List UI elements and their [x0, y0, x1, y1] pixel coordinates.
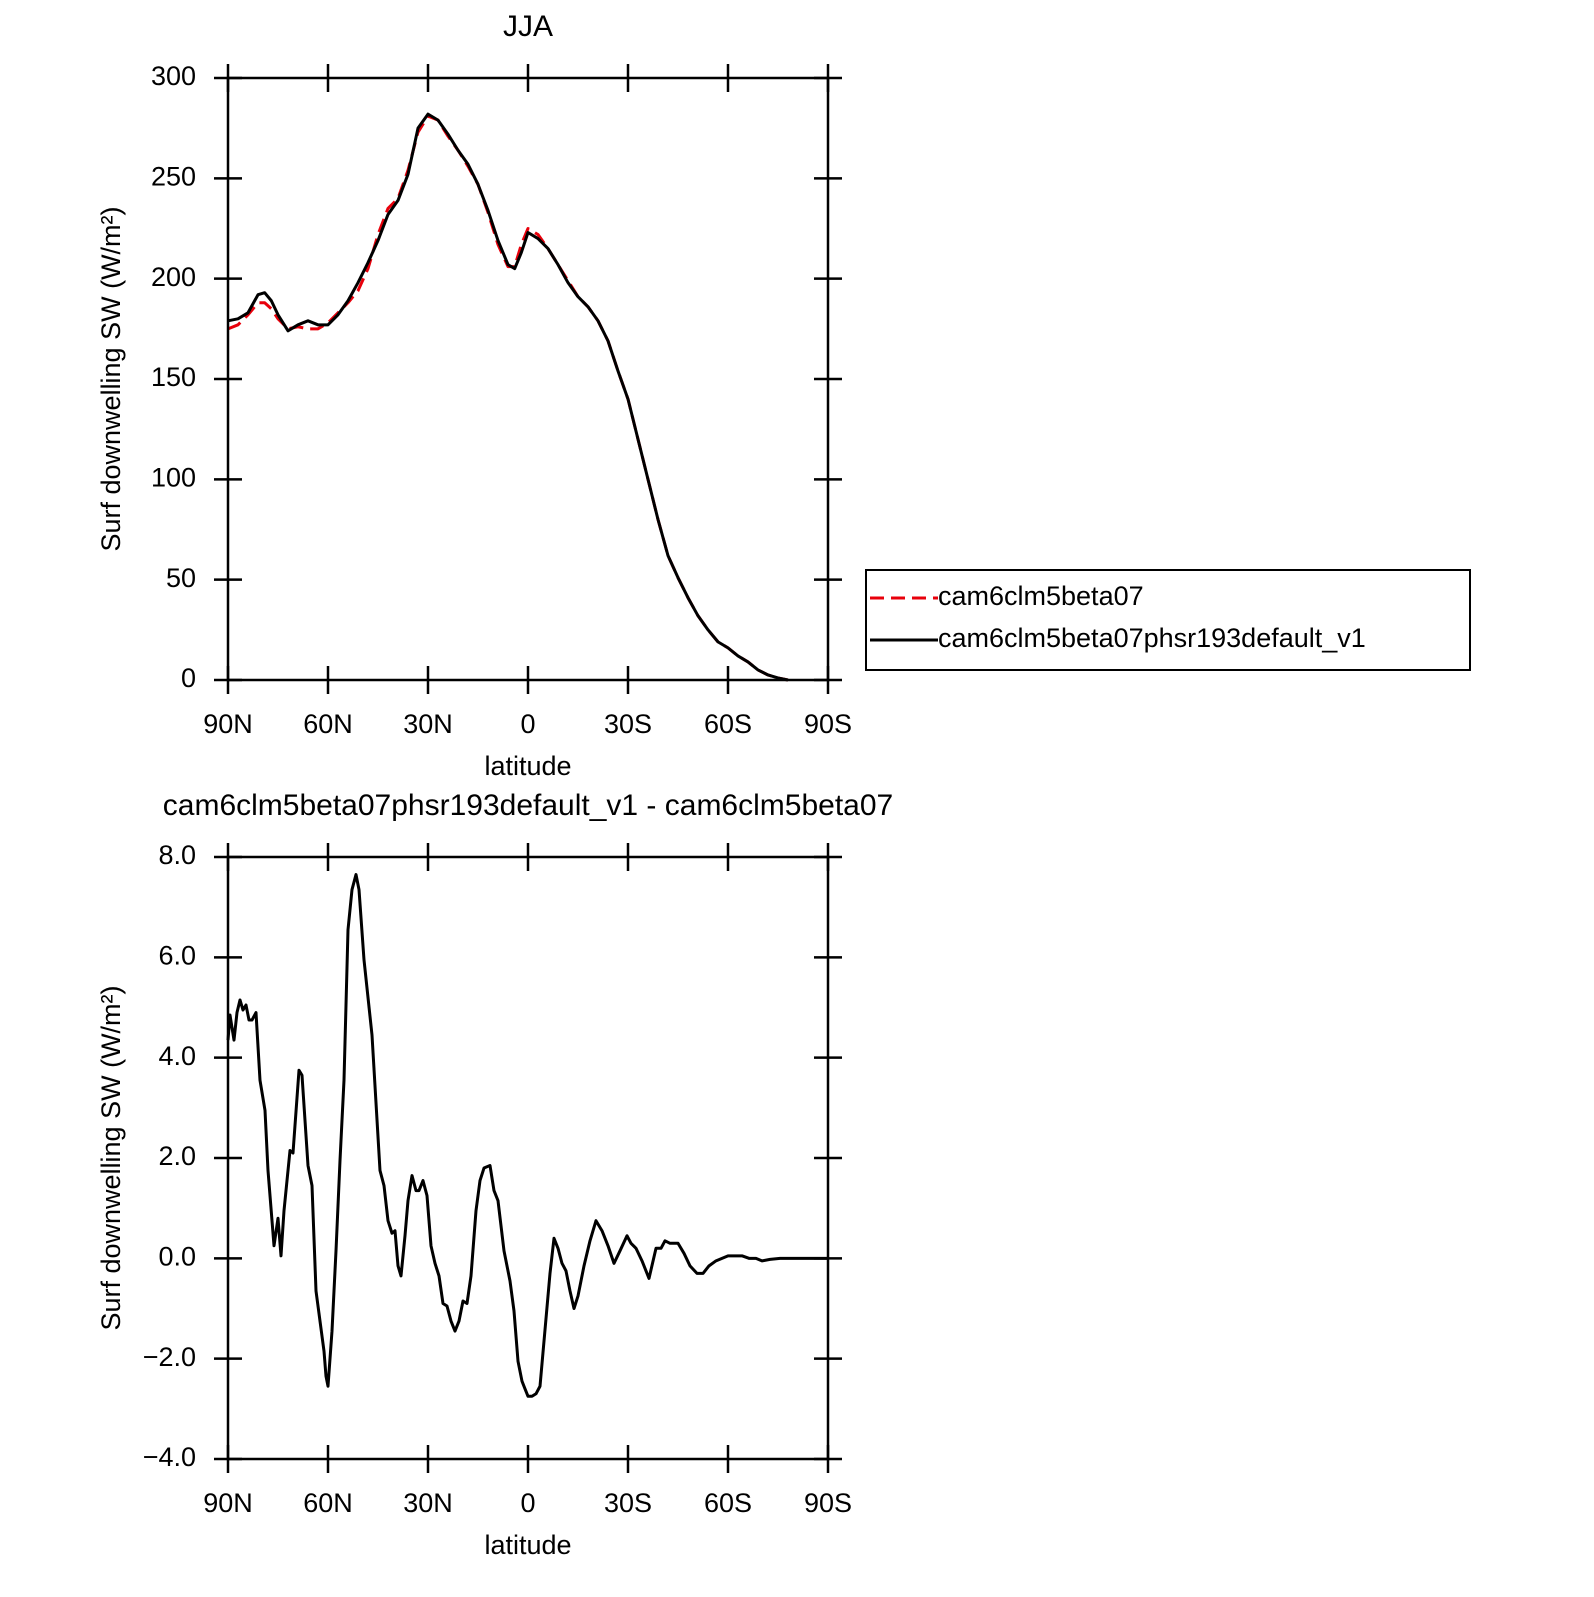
legend-label: cam6clm5beta07phsr193default_v1 [938, 623, 1366, 653]
x-tick-label: 30S [604, 1488, 652, 1518]
plot [214, 843, 842, 1473]
x-tick-label: 60S [704, 709, 752, 739]
legend-label: cam6clm5beta07 [938, 581, 1144, 611]
y-tick-label: 4.0 [158, 1041, 196, 1071]
x-tick-label: 30S [604, 709, 652, 739]
plot-frame [226, 855, 830, 1461]
y-tick-label: 200 [151, 262, 196, 292]
x-tick-label: 30N [403, 709, 453, 739]
x-tick-label: 0 [520, 1488, 535, 1518]
plot-frame [226, 76, 830, 682]
y-tick-label: −2.0 [143, 1342, 196, 1372]
chart-title: JJA [503, 10, 553, 43]
x-tick-label: 0 [520, 709, 535, 739]
data-line [226, 873, 828, 1398]
y-tick-label: 50 [166, 563, 196, 593]
x-tick-label: 90N [203, 1488, 253, 1518]
x-tick-label: 60N [303, 709, 353, 739]
legend-box [865, 569, 1471, 671]
chart-title: cam6clm5beta07phsr193default_v1 - cam6cl… [163, 789, 893, 822]
x-tick-label: 60S [704, 1488, 752, 1518]
y-tick-label: 6.0 [158, 940, 196, 970]
x-tick-label: 90S [804, 1488, 852, 1518]
x-tick-label: 30N [403, 1488, 453, 1518]
y-tick-label: −4.0 [143, 1442, 196, 1472]
y-tick-label: 0 [181, 663, 196, 693]
x-tick-label: 90S [804, 709, 852, 739]
y-tick-label: 300 [151, 61, 196, 91]
y-axis-label: Surf downwelling SW (W/m²) [96, 985, 126, 1330]
y-tick-label: 0.0 [158, 1241, 196, 1271]
y-tick-label: 150 [151, 362, 196, 392]
x-tick-label: 60N [303, 1488, 353, 1518]
y-tick-label: 8.0 [158, 840, 196, 870]
x-axis-label: latitude [484, 1530, 571, 1560]
x-tick-label: 90N [203, 709, 253, 739]
y-tick-label: 250 [151, 161, 196, 191]
y-tick-label: 2.0 [158, 1141, 196, 1171]
y-tick-label: 100 [151, 462, 196, 492]
y-axis-label: Surf downwelling SW (W/m²) [96, 206, 126, 551]
data-line [227, 112, 789, 682]
plot [214, 64, 842, 694]
data-line [227, 114, 789, 682]
x-axis-label: latitude [484, 751, 571, 781]
